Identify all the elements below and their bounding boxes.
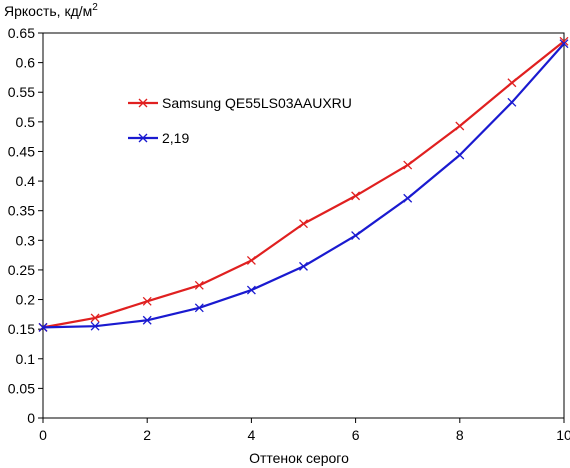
y-tick-label: 0.05: [8, 380, 35, 396]
x-tick-label: 2: [143, 427, 151, 443]
y-tick-label: 0.25: [8, 262, 35, 278]
y-tick-label: 0.6: [16, 55, 36, 71]
data-point: [507, 78, 517, 88]
series-line: [42, 42, 565, 329]
data-point: [38, 322, 48, 332]
data-point: [507, 97, 517, 107]
series-layer: [38, 36, 569, 332]
data-point: [455, 150, 465, 160]
data-point: [299, 219, 308, 229]
plot-area: [42, 32, 565, 419]
y-axis-title: Яркость, кд/м2: [4, 2, 98, 19]
data-point: [194, 280, 204, 290]
y-tick-label: 0.3: [16, 232, 36, 248]
data-point: [90, 321, 100, 331]
data-point: [455, 121, 465, 131]
legend-item-1: Samsung QE55LS03AAUXRU: [128, 95, 352, 111]
y-tick-label: 0.4: [16, 173, 36, 189]
legend-item-2: 2,19: [128, 130, 189, 146]
data-point: [246, 285, 256, 295]
y-tick-label: 0.5: [16, 114, 36, 130]
data-point: [403, 160, 413, 170]
x-tick-label: 4: [248, 427, 256, 443]
data-point: [351, 191, 361, 201]
x-axis: 0 2 4 6 8 10: [39, 418, 570, 443]
y-axis-title-superscript: 2: [92, 2, 98, 13]
y-tick-label: 0.2: [16, 292, 36, 308]
data-point: [142, 315, 152, 325]
y-tick-label: 0.15: [8, 321, 35, 337]
data-point: [194, 303, 204, 313]
x-tick-label: 8: [456, 427, 464, 443]
x-axis-title: Оттенок серого: [249, 450, 349, 466]
series-2: [38, 39, 569, 332]
legend: Samsung QE55LS03AAUXRU 2,19: [128, 95, 352, 146]
data-point: [559, 39, 569, 49]
legend-label: 2,19: [162, 130, 189, 146]
y-tick-label: 0.65: [8, 25, 35, 41]
y-axis-title-text: Яркость, кд/м: [4, 3, 92, 19]
y-tick-label: 0.55: [8, 84, 35, 100]
x-tick-label: 10: [556, 427, 570, 443]
data-point: [403, 193, 413, 203]
y-tick-label: 0.1: [16, 351, 36, 367]
legend-label: Samsung QE55LS03AAUXRU: [162, 95, 352, 111]
y-axis: 0 0.05 0.1 0.15 0.2 0.25 0.3 0.35 0.4 0.45 0.5 0.55…: [8, 25, 43, 426]
x-tick-label: 0: [39, 427, 47, 443]
y-tick-label: 0: [27, 410, 35, 426]
series-line: [42, 40, 565, 329]
data-point: [351, 231, 361, 241]
plot-border: [42, 32, 565, 419]
data-point: [299, 261, 308, 271]
data-point: [246, 255, 256, 265]
x-tick-label: 6: [352, 427, 360, 443]
y-tick-label: 0.35: [8, 203, 35, 219]
y-tick-label: 0.45: [8, 143, 35, 159]
series-1: [38, 36, 569, 332]
data-point: [559, 36, 569, 46]
data-point: [142, 296, 152, 306]
data-point: [90, 313, 100, 323]
